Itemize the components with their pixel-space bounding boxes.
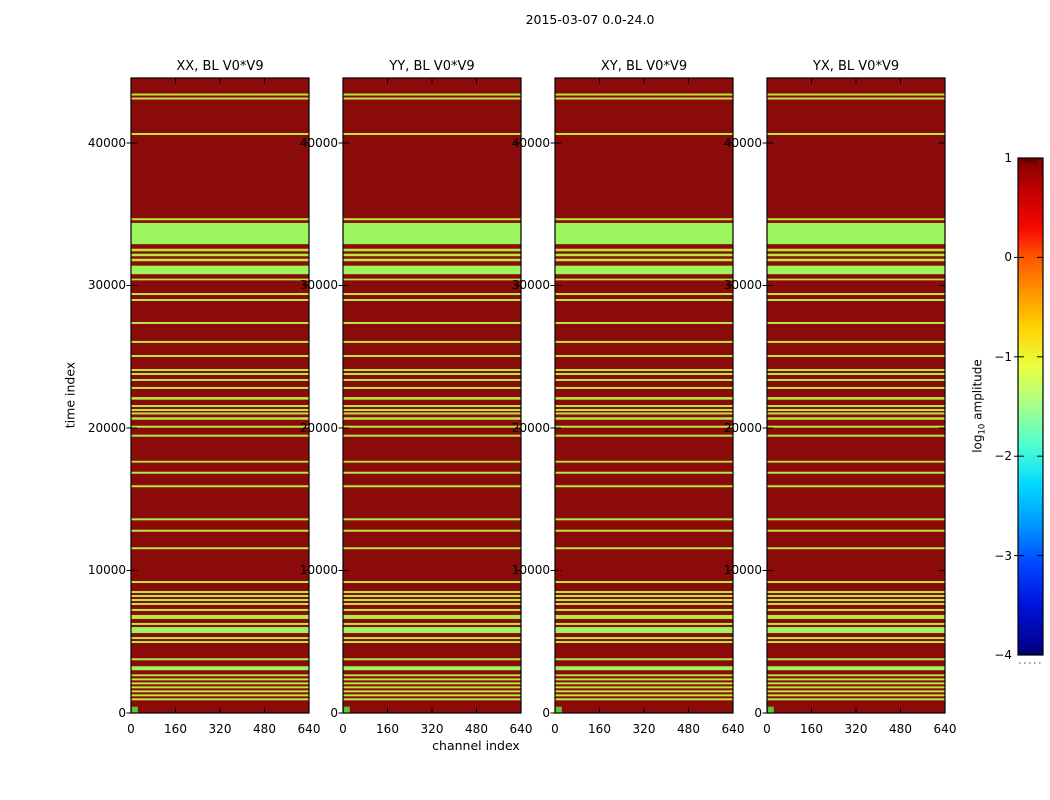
x-tick-label: 0 [127,722,135,736]
x-tick-label: 160 [376,722,399,736]
x-tick-label: 640 [297,722,321,736]
y-axis-label: time index [62,361,78,429]
colorbar-label: log10 amplitude [970,359,987,453]
subplot-title: YX, BL V0*V9 [812,59,900,74]
x-tick-label: 480 [677,722,700,736]
y-tick-label: 10000 [299,563,338,578]
x-tick-label: 480 [253,722,276,736]
y-tick-label: 30000 [87,278,126,293]
x-tick-label: 480 [465,722,488,736]
heatmap-panel-xx [126,77,310,714]
x-tick-label: 160 [164,722,187,736]
y-tick-label: 20000 [299,420,338,435]
y-tick-label: 0 [118,706,126,720]
y-tick-label: 30000 [723,278,762,293]
colorbar-label-text: log [970,434,985,453]
x-tick-label: 320 [844,722,868,736]
colorbar-tick-label: −3 [994,548,1012,563]
y-tick-label: 10000 [511,563,550,578]
y-tick-label: 0 [542,706,550,720]
y-tick-label: 10000 [87,563,126,578]
x-tick-label: 320 [420,722,444,736]
x-tick-label: 320 [208,722,232,736]
y-tick-label: 40000 [299,135,338,150]
x-tick-label: 160 [588,722,611,736]
x-tick-label: 0 [339,722,347,736]
y-tick-label: 20000 [723,420,762,435]
x-tick-label: 160 [800,722,823,736]
y-tick-label: 10000 [723,563,762,578]
y-tick-label: 40000 [511,135,550,150]
y-tick-label: 0 [330,706,338,720]
y-tick-label: 20000 [87,420,126,435]
y-tick-label: 40000 [723,135,762,150]
x-tick-label: 480 [889,722,912,736]
x-tick-label: 640 [721,722,745,736]
colorbar-tick-label: −2 [994,449,1012,464]
x-tick-label: 640 [509,722,533,736]
subplot-title: XX, BL V0*V9 [176,59,264,74]
x-tick-label: 0 [551,722,559,736]
y-tick-label: 40000 [87,135,126,150]
colorbar-label-text: amplitude [970,359,985,424]
x-axis-label: channel index [432,738,520,753]
x-tick-label: 320 [632,722,656,736]
heatmap-panel-yx [762,77,946,714]
y-tick-label: 30000 [511,278,550,293]
x-tick-label: 0 [763,722,771,736]
heatmap-panel-yy [338,77,522,714]
heatmap-panel-xy [550,77,734,714]
colorbar-tick-label: −4 [994,648,1012,662]
figure-title: 2015-03-07 0.0-24.0 [525,12,655,27]
colorbar-tick-label: −1 [994,349,1012,364]
y-tick-label: 0 [754,706,762,720]
colorbar-label-subscript: 10 [977,423,988,435]
colorbar-tick-label: 1 [1004,151,1012,165]
colorbar-gradient [1014,157,1044,664]
subplot-title: YY, BL V0*V9 [389,59,475,74]
y-tick-label: 30000 [299,278,338,293]
y-tick-label: 20000 [511,420,550,435]
x-tick-label: 640 [933,722,957,736]
colorbar-tick-label: 0 [1004,250,1012,265]
subplot-title: XY, BL V0*V9 [600,59,688,74]
